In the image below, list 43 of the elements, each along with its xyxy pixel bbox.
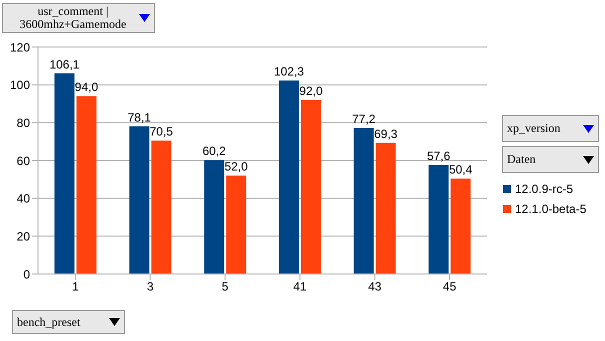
x-tick-label: 1 — [72, 280, 80, 294]
y-tick-label: 100 — [10, 78, 30, 92]
bar — [278, 80, 299, 274]
bar — [428, 165, 449, 274]
x-tick-label: 3 — [146, 280, 154, 294]
x-tick-label: 41 — [293, 280, 307, 294]
bar — [376, 142, 396, 274]
legend-label: 12.0.9-rc-5 — [515, 182, 574, 196]
text: Daten — [507, 152, 537, 166]
y-tick-label: 60 — [16, 154, 30, 168]
y-tick-label: 40 — [16, 192, 30, 206]
data-label: 102,3 — [274, 64, 304, 78]
x-axis-title: bench_preset — [17, 314, 82, 328]
bar — [204, 160, 224, 274]
x-tick-label: 5 — [222, 280, 229, 294]
data-label: 52,0 — [224, 160, 248, 174]
data-label: 50,4 — [448, 162, 473, 177]
bar — [226, 176, 246, 274]
y-tick-label: 80 — [16, 116, 30, 130]
bar — [300, 100, 321, 274]
bar — [354, 128, 374, 274]
x-tick-label: 43 — [368, 280, 382, 294]
bar — [129, 126, 150, 274]
data-label: 57,6 — [426, 149, 451, 164]
x-tick-label: 45 — [442, 280, 457, 294]
bar — [151, 140, 172, 274]
text: usr_comment | 3600mhz+Gamemode — [18, 4, 128, 31]
data-label: 94,0 — [74, 80, 98, 94]
data-label: 69,3 — [374, 126, 398, 141]
data-label: 60,2 — [202, 144, 226, 158]
y-tick-label: 0 — [23, 267, 30, 282]
data-label: 77,2 — [352, 112, 376, 126]
data-label: 92,0 — [299, 84, 323, 98]
data-label: 78,1 — [128, 110, 152, 124]
bar — [54, 73, 74, 274]
y-tick-label: 20 — [16, 229, 30, 244]
bar — [450, 178, 471, 274]
data-label: 106,1 — [49, 57, 80, 72]
legend-title: xp_version — [507, 121, 562, 135]
data-label: 70,5 — [150, 124, 174, 139]
y-tick-label: 120 — [10, 40, 30, 54]
legend-label: 12.1.0-beta-5 — [515, 202, 586, 216]
bar — [76, 96, 96, 274]
